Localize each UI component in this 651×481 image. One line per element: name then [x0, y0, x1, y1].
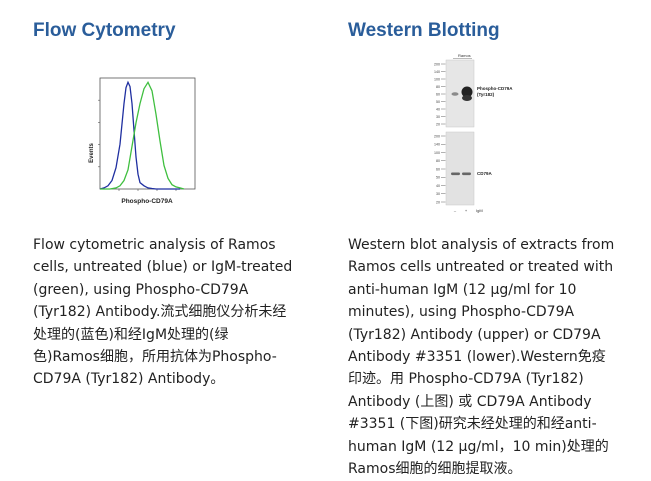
mw-marker-label: 100 [434, 151, 440, 155]
sample-label: Ramos [458, 53, 471, 58]
mw-marker-label: 40 [436, 107, 440, 111]
caption-line: (Tyr182) Antibody (upper) or CD79A [348, 326, 601, 343]
lane-label-treated: + [465, 208, 468, 213]
mw-marker-label: 60 [436, 167, 440, 171]
flow-cytometry-title: Flow Cytometry [33, 20, 176, 41]
caption-line: Antibody #3351 (lower).Western免疫 [348, 349, 606, 366]
mw-marker-label: 30 [436, 115, 440, 119]
blot-band [451, 92, 459, 96]
flow-cytometry-caption: Flow cytometric analysis of Ramos cells,… [33, 234, 292, 391]
mw-marker-label: 60 [436, 92, 440, 96]
mw-marker-label: 200 [434, 62, 440, 66]
mw-marker-label: 140 [434, 70, 440, 74]
blot-band [451, 172, 460, 176]
caption-line: Ramos细胞的细胞提取液。 [348, 461, 522, 478]
lower-band-label: CD79A [477, 171, 493, 176]
upper-band-label-residue: (Tyr182) [477, 92, 495, 97]
untreated-histogram-line [99, 80, 180, 190]
blot-band [462, 172, 471, 176]
caption-line: CD79A (Tyr182) Antibody。 [33, 371, 225, 388]
caption-line: minutes), using Phospho-CD79A [348, 304, 575, 321]
caption-line: Antibody (上图) 或 CD79A Antibody [348, 393, 592, 410]
western-blot-image: Ramos 200 140 100 80 60 50 40 30 20 200 140 100 80 6… [434, 53, 513, 213]
blot-lower-panel [445, 131, 475, 206]
y-axis-label: Events [89, 143, 95, 163]
caption-line: cells, untreated (blue) or IgM-treated [33, 259, 293, 276]
mw-marker-label: 80 [436, 85, 440, 89]
caption-line: anti-human IgM (12 µg/ml for 10 [348, 281, 577, 298]
blot-band [461, 86, 473, 98]
flow-cytometry-histogram: Events Phospho-CD79A [89, 77, 196, 205]
lane-label-untreated: – [454, 208, 457, 213]
plot-frame [99, 77, 196, 190]
caption-line: 处理的(蓝色)和经IgM处理的(绿 [33, 326, 229, 343]
caption-line: 印迹。用 Phospho-CD79A (Tyr182) [348, 371, 584, 388]
mw-marker-label: 30 [436, 192, 440, 196]
mw-marker-label: 50 [436, 100, 440, 104]
mw-marker-label: 40 [436, 184, 440, 188]
caption-line: human IgM (12 µg/ml，10 min)处理的 [348, 438, 609, 455]
mw-marker-label: 200 [434, 134, 440, 138]
caption-line: 色)Ramos细胞，所用抗体为Phospho- [33, 349, 277, 366]
caption-line: Ramos cells untreated or treated with [348, 259, 614, 276]
mw-marker-label: 80 [436, 159, 440, 163]
western-blotting-title: Western Blotting [348, 20, 500, 41]
lane-label-treatment: IgM [476, 208, 483, 213]
mw-marker-label: 140 [434, 143, 440, 147]
mw-marker-label: 100 [434, 77, 440, 81]
blot-band [462, 95, 472, 101]
caption-line: (Tyr182) Antibody.流式细胞仪分析未经 [33, 304, 287, 321]
mw-marker-label: 20 [436, 200, 440, 204]
upper-band-label: Phospho-CD79A [477, 86, 513, 91]
treated-histogram-line [100, 80, 185, 190]
caption-line: #3351 (下图)研究未经处理的和经anti- [348, 416, 597, 433]
mw-marker-label: 20 [436, 122, 440, 126]
caption-line: Western blot analysis of extracts from [348, 237, 615, 253]
x-axis-label: Phospho-CD79A [121, 198, 173, 205]
caption-line: Flow cytometric analysis of Ramos [33, 237, 276, 253]
western-blotting-caption: Western blot analysis of extracts from R… [348, 234, 614, 480]
mw-marker-label: 50 [436, 176, 440, 180]
caption-line: (green), using Phospho-CD79A [33, 281, 249, 298]
